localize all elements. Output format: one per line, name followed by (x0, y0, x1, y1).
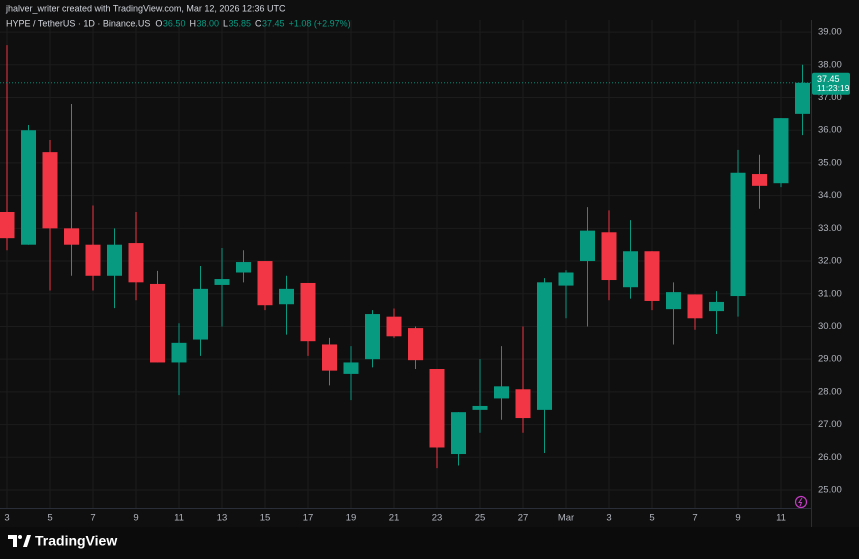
candle-body (795, 82, 810, 114)
y-tick-label: 34.00 (818, 190, 842, 201)
x-tick-label: 3 (4, 513, 9, 524)
legend-change: +1.08 (+2.97%) (289, 18, 351, 28)
candle-body (537, 282, 552, 410)
candle-body (429, 368, 445, 448)
x-tick-label: 9 (133, 513, 138, 524)
candle-body (85, 244, 101, 276)
candle-body (42, 152, 58, 229)
x-tick-label: 7 (90, 513, 95, 524)
candle-body (687, 294, 703, 319)
candle-body (257, 261, 273, 306)
price-tag-box (812, 72, 850, 95)
legend-value: 37.45 (262, 18, 285, 28)
x-tick-label: Mar (558, 513, 574, 524)
candle-body (494, 386, 509, 399)
candle-body (107, 244, 122, 276)
x-tick-label: 11 (174, 513, 184, 524)
candle-body (343, 362, 359, 374)
x-tick-label: 27 (518, 513, 529, 524)
x-tick-label: 25 (475, 513, 486, 524)
legend: HYPE / TetherUS · 1D · Binance.US O 36.50… (6, 18, 351, 28)
legend-key: L (223, 18, 228, 28)
candle-body (558, 272, 574, 286)
y-tick-label: 36.00 (818, 125, 842, 136)
candle-body (730, 172, 746, 297)
legend-value: 38.00 (196, 18, 219, 28)
brand-logo (8, 535, 31, 547)
candle-body (408, 328, 423, 361)
candle-body (150, 283, 165, 363)
candle-body (214, 279, 230, 285)
y-tick-label: 33.00 (818, 223, 842, 234)
y-tick-label: 25.00 (818, 485, 842, 496)
x-tick-label: 17 (303, 513, 314, 524)
candle-body (623, 251, 638, 288)
alert-icon[interactable] (794, 495, 808, 509)
candle-body (322, 344, 337, 371)
x-tick-label: 5 (649, 513, 654, 524)
alert-bolt (798, 497, 803, 507)
candle-body (171, 342, 187, 363)
candle-body (300, 282, 316, 342)
y-tick-label: 35.00 (818, 157, 842, 168)
logo-dot (18, 535, 22, 539)
brand-name: TradingView (35, 533, 117, 549)
x-tick-label: 3 (606, 513, 611, 524)
candle-body (386, 316, 402, 337)
x-tick-label: 23 (432, 513, 443, 524)
candle-body (193, 288, 208, 340)
price-tag-value: 37.45 (817, 74, 840, 84)
logo-mark (8, 535, 17, 547)
plot (0, 45, 811, 469)
logo-slash (23, 535, 31, 547)
y-tick-label: 37.00 (818, 92, 842, 103)
candle-body (128, 243, 144, 283)
x-tick-label: 11 (776, 513, 786, 524)
y-tick-label: 29.00 (818, 354, 842, 365)
x-tick-label: 19 (346, 513, 357, 524)
candle-body (752, 174, 767, 186)
axes: 25.00 26.00 27.00 28.00 29.00 30.00 31.00 32.00… (4, 27, 841, 524)
credit: jhalver_writer created with TradingView.… (5, 3, 286, 13)
y-tick-label: 32.00 (818, 256, 842, 267)
candle-body (644, 251, 660, 301)
x-tick-label: 15 (260, 513, 271, 524)
y-tick-label: 38.00 (818, 59, 842, 70)
candle-body (365, 314, 380, 360)
candle-body (773, 118, 789, 184)
candle-body (709, 301, 724, 312)
footer (0, 527, 859, 559)
candle-body (0, 211, 15, 239)
legend-value: 35.85 (229, 18, 252, 28)
y-tick-label: 39.00 (818, 27, 842, 38)
candle-body (279, 288, 294, 305)
legend-key: O (155, 18, 162, 28)
x-tick-label: 5 (47, 513, 52, 524)
y-tick-label: 31.00 (818, 288, 842, 299)
candle-body (64, 228, 79, 245)
candle-body (601, 232, 617, 281)
candle-body (515, 389, 531, 419)
candle-body (472, 405, 488, 410)
candle-body (451, 412, 466, 455)
candle-body (580, 230, 595, 262)
legend-value: 36.50 (163, 18, 186, 28)
x-tick-label: 21 (389, 513, 400, 524)
y-tick-label: 28.00 (818, 386, 842, 397)
x-tick-label: 7 (692, 513, 697, 524)
symbol: HYPE / TetherUS · 1D · Binance.US (6, 18, 150, 28)
y-tick-label: 27.00 (818, 419, 842, 430)
candle-body (236, 262, 251, 273)
candle-body (666, 292, 681, 310)
legend-key: C (255, 18, 262, 28)
y-tick-label: 26.00 (818, 452, 842, 463)
x-tick-label: 13 (217, 513, 228, 524)
candle-body (21, 130, 36, 245)
price-tag-countdown: 11:23:19 (817, 83, 850, 93)
x-tick-label: 9 (735, 513, 740, 524)
y-tick-label: 30.00 (818, 321, 842, 332)
legend-key: H (189, 18, 196, 28)
